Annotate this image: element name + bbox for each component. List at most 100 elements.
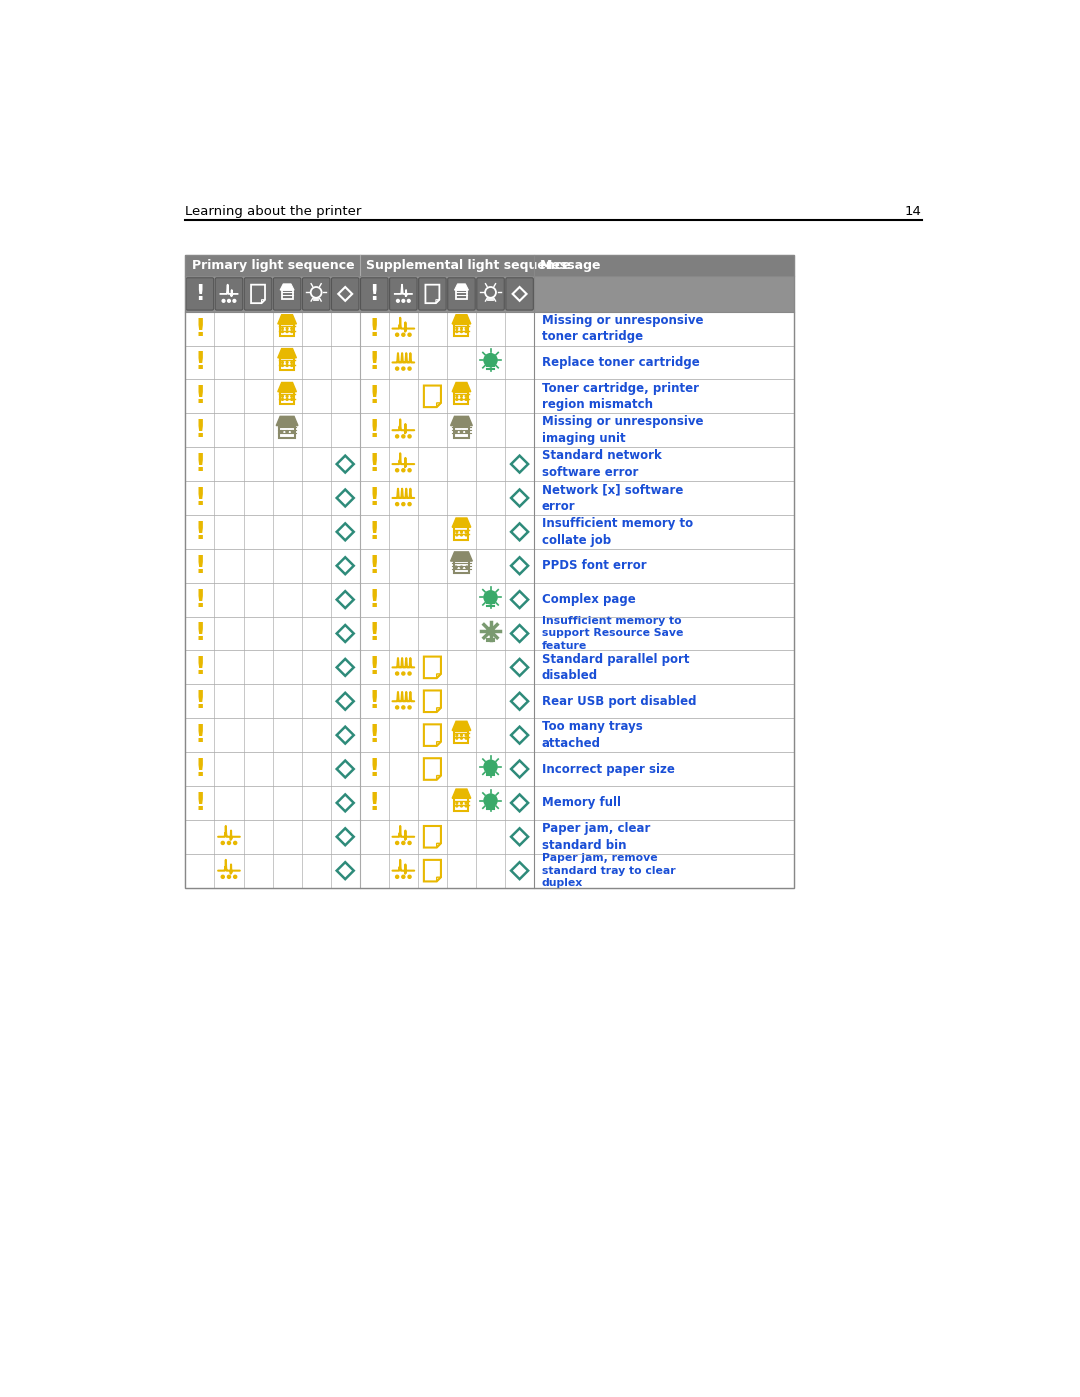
Text: !: ! <box>368 486 380 510</box>
Circle shape <box>221 876 225 879</box>
Text: Complex page: Complex page <box>542 594 636 606</box>
Circle shape <box>465 566 468 569</box>
Circle shape <box>291 398 293 401</box>
Bar <box>186 685 535 718</box>
Bar <box>535 312 794 345</box>
Text: !: ! <box>194 520 205 543</box>
FancyBboxPatch shape <box>476 278 504 310</box>
Text: Incorrect paper size: Incorrect paper size <box>542 763 675 775</box>
Bar <box>186 820 535 854</box>
Text: Network [x] software
error: Network [x] software error <box>542 483 684 513</box>
Text: !: ! <box>368 453 380 476</box>
Polygon shape <box>453 789 471 798</box>
Polygon shape <box>450 416 472 426</box>
Bar <box>535 787 794 820</box>
Circle shape <box>402 503 405 506</box>
Circle shape <box>286 362 288 363</box>
Circle shape <box>484 591 497 604</box>
Circle shape <box>286 365 288 366</box>
Text: !: ! <box>369 284 379 305</box>
Bar <box>535 616 794 651</box>
Circle shape <box>286 328 288 330</box>
Circle shape <box>465 531 467 532</box>
Text: Standard network
software error: Standard network software error <box>542 450 662 479</box>
Circle shape <box>291 365 293 366</box>
Text: Insufficient memory to
support Resource Save
feature: Insufficient memory to support Resource … <box>542 616 684 651</box>
Text: !: ! <box>368 757 380 781</box>
Polygon shape <box>276 416 298 426</box>
Circle shape <box>395 367 399 370</box>
Circle shape <box>286 331 288 332</box>
Text: !: ! <box>194 622 205 645</box>
Text: Replace toner cartridge: Replace toner cartridge <box>542 356 700 369</box>
Circle shape <box>408 841 411 844</box>
Text: !: ! <box>194 757 205 781</box>
FancyBboxPatch shape <box>273 278 301 310</box>
Text: !: ! <box>194 553 205 578</box>
Circle shape <box>228 876 230 879</box>
FancyBboxPatch shape <box>186 278 214 310</box>
Text: !: ! <box>368 655 380 679</box>
Bar <box>455 798 469 810</box>
Circle shape <box>460 534 462 536</box>
Circle shape <box>291 362 293 363</box>
Bar <box>186 651 535 685</box>
Circle shape <box>460 802 462 803</box>
Bar <box>186 787 535 820</box>
Text: !: ! <box>368 622 380 645</box>
Bar <box>186 549 535 583</box>
Bar <box>535 854 794 887</box>
Text: Learning about the printer: Learning about the printer <box>186 205 362 218</box>
Circle shape <box>456 534 458 536</box>
Circle shape <box>408 469 411 472</box>
FancyBboxPatch shape <box>302 278 329 310</box>
Circle shape <box>484 795 497 806</box>
Circle shape <box>460 738 462 739</box>
Bar <box>535 414 794 447</box>
Circle shape <box>456 395 458 397</box>
Circle shape <box>456 531 458 532</box>
Text: !: ! <box>194 486 205 510</box>
Text: !: ! <box>368 520 380 543</box>
Polygon shape <box>453 721 471 731</box>
Circle shape <box>395 705 399 708</box>
Polygon shape <box>453 383 471 391</box>
Circle shape <box>455 566 457 569</box>
Circle shape <box>286 398 288 401</box>
Circle shape <box>395 841 399 844</box>
Circle shape <box>282 328 283 330</box>
Text: PPDS font error: PPDS font error <box>542 559 647 573</box>
Bar <box>535 481 794 515</box>
Circle shape <box>456 328 458 330</box>
Bar <box>454 562 469 573</box>
Bar <box>535 718 794 752</box>
FancyBboxPatch shape <box>505 278 534 310</box>
Circle shape <box>465 331 467 332</box>
Circle shape <box>222 299 225 302</box>
Circle shape <box>407 299 410 302</box>
Bar <box>535 345 794 380</box>
Bar <box>535 583 794 616</box>
Circle shape <box>456 331 458 332</box>
Circle shape <box>228 841 230 844</box>
Text: Rear USB port disabled: Rear USB port disabled <box>542 694 697 708</box>
Bar <box>186 752 535 787</box>
Text: !: ! <box>368 418 380 443</box>
Bar <box>186 254 794 277</box>
Circle shape <box>402 672 405 675</box>
Circle shape <box>484 760 497 773</box>
FancyBboxPatch shape <box>419 278 446 310</box>
Circle shape <box>282 331 283 332</box>
Text: Message: Message <box>540 258 602 272</box>
Circle shape <box>408 876 411 879</box>
Circle shape <box>465 395 467 397</box>
Circle shape <box>395 434 399 437</box>
Text: Primary light sequence: Primary light sequence <box>191 258 354 272</box>
Circle shape <box>408 705 411 708</box>
Bar <box>186 254 794 887</box>
Bar <box>455 391 469 404</box>
Bar <box>535 549 794 583</box>
Bar <box>535 447 794 481</box>
Bar <box>455 324 469 337</box>
Bar <box>455 527 469 539</box>
